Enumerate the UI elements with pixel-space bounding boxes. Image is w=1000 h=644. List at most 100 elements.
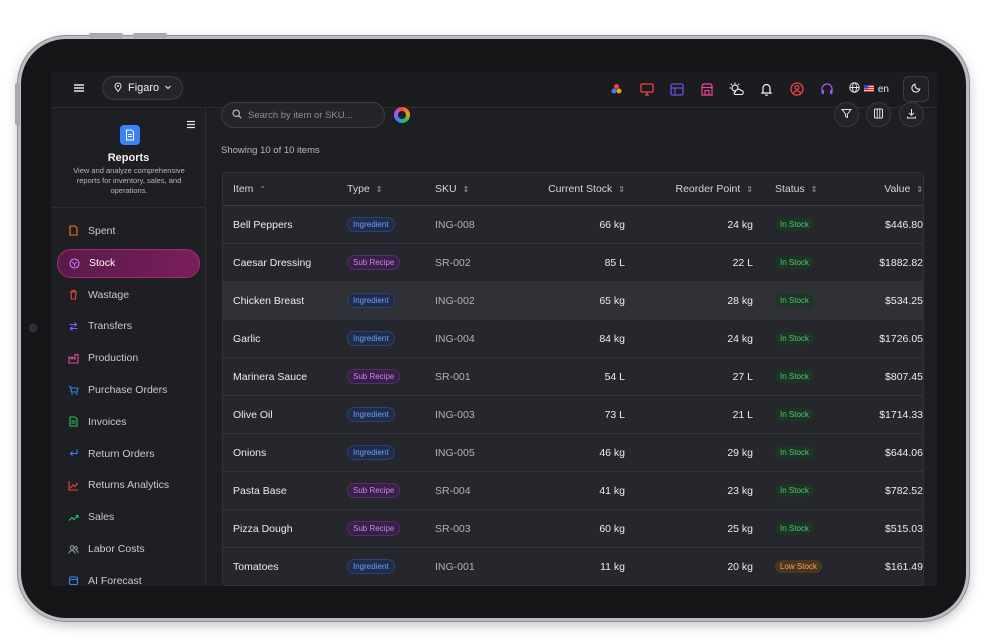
cell-value: $644.06 xyxy=(885,446,923,459)
download-button[interactable] xyxy=(899,102,924,127)
cell-reorder-point: 28 kg xyxy=(727,294,753,307)
store-icon[interactable] xyxy=(699,81,715,97)
sidebar-item-production[interactable]: Production xyxy=(51,342,206,374)
sidebar: Reports View and analyze comprehensive r… xyxy=(51,108,206,586)
location-selector[interactable]: Figaro xyxy=(102,76,184,100)
search-input[interactable]: Search by item or SKU... xyxy=(221,102,385,128)
reports-logo-icon xyxy=(120,125,140,145)
package-icon xyxy=(69,258,80,269)
loading-ring-icon xyxy=(394,107,410,123)
cell-value: $782.52 xyxy=(885,484,923,497)
file-icon xyxy=(68,225,79,236)
cell-status: In Stock xyxy=(753,408,833,421)
sidebar-item-stock[interactable]: Stock xyxy=(57,248,200,278)
cell-reorder-point: 27 L xyxy=(732,370,753,383)
sidebar-item-transfers[interactable]: Transfers xyxy=(51,311,206,343)
user-icon[interactable] xyxy=(789,81,805,97)
sidebar-item-ai-forecast[interactable]: AI Forecast xyxy=(51,565,206,586)
collapse-sidebar-icon[interactable] xyxy=(186,116,196,134)
cell-sku: ING-008 xyxy=(435,218,475,231)
sidebar-item-label: AI Forecast xyxy=(88,574,142,586)
column-header-sku[interactable]: SKU ⇕ xyxy=(427,183,519,195)
sidebar-item-sales[interactable]: Sales xyxy=(51,501,206,533)
column-header-type[interactable]: Type ⇕ xyxy=(339,183,427,195)
results-count: Showing 10 of 10 items xyxy=(221,145,320,156)
cell-status: In Stock xyxy=(753,256,833,269)
table-row[interactable]: Chicken Breast Ingredient ING-002 65 kg 28 k… xyxy=(223,282,923,320)
table-row[interactable]: Pizza Dough Sub Recipe SR-003 60 kg 25 kg In … xyxy=(223,510,923,548)
cell-current-stock: 73 L xyxy=(604,408,625,421)
type-badge: Sub Recipe xyxy=(347,255,401,270)
cell-type: Ingredient xyxy=(339,559,427,574)
cell-item: Olive Oil xyxy=(233,408,273,421)
forecast-icon xyxy=(68,575,79,586)
sidebar-item-return-orders[interactable]: Return Orders xyxy=(51,438,206,470)
column-header-value[interactable]: Value ⇕ xyxy=(833,183,923,195)
trend-icon xyxy=(68,512,79,523)
dashboard-icon[interactable] xyxy=(669,81,685,97)
cell-sku: SR-004 xyxy=(435,484,471,497)
cell-sku: ING-003 xyxy=(435,408,475,421)
cell-type: Sub Recipe xyxy=(339,483,427,498)
column-label: Status xyxy=(775,183,805,195)
table-row[interactable]: Bell Peppers Ingredient ING-008 66 kg 24 kg I… xyxy=(223,206,923,244)
columns-button[interactable] xyxy=(866,102,891,127)
us-flag-icon xyxy=(863,84,874,95)
cell-status: In Stock xyxy=(753,370,833,383)
sort-icon: ⇕ xyxy=(375,184,383,194)
language-selector[interactable]: en xyxy=(849,82,889,96)
cell-reorder-point: 23 kg xyxy=(727,484,753,497)
column-header-reorder-point[interactable]: Reorder Point ⇕ xyxy=(625,183,754,195)
table-row[interactable]: Olive Oil Ingredient ING-003 73 L 21 L In Sto… xyxy=(223,396,923,434)
column-label: Value xyxy=(884,183,911,195)
cell-type: Ingredient xyxy=(339,293,427,308)
filter-button[interactable] xyxy=(834,102,859,127)
cell-item: Chicken Breast xyxy=(233,294,305,307)
sidebar-item-spent[interactable]: Spent xyxy=(51,215,206,247)
sidebar-item-labor-costs[interactable]: Labor Costs xyxy=(51,533,206,565)
sidebar-item-wastage[interactable]: Wastage xyxy=(51,279,206,311)
table-row[interactable]: Tomatoes Ingredient ING-001 11 kg 20 kg Low S… xyxy=(223,548,923,585)
cell-item: Garlic xyxy=(233,332,261,345)
cell-type: Ingredient xyxy=(339,217,427,232)
weather-icon[interactable] xyxy=(729,81,745,97)
moon-icon xyxy=(910,80,922,98)
type-badge: Sub Recipe xyxy=(347,521,401,536)
monitor-icon[interactable] xyxy=(639,81,655,97)
table-row[interactable]: Caesar Dressing Sub Recipe SR-002 85 L 22 L I… xyxy=(223,244,923,282)
table-row[interactable]: Pasta Base Sub Recipe SR-004 41 kg 23 kg In S… xyxy=(223,472,923,510)
column-header-status[interactable]: Status ⇕ xyxy=(753,183,833,195)
cell-current-stock: 84 kg xyxy=(599,332,625,345)
cell-sku: ING-001 xyxy=(435,560,475,573)
sidebar-item-label: Purchase Orders xyxy=(88,384,168,397)
language-label: en xyxy=(877,83,889,95)
cell-current-stock: 46 kg xyxy=(599,446,625,459)
sidebar-header: Reports View and analyze comprehensive r… xyxy=(51,108,206,208)
sidebar-title: Reports xyxy=(107,152,150,164)
table-row[interactable]: Onions Ingredient ING-005 46 kg 29 kg In Stoc… xyxy=(223,434,923,472)
theme-toggle[interactable] xyxy=(903,76,929,102)
sidebar-item-purchase-orders[interactable]: Purchase Orders xyxy=(51,374,206,406)
chart-icon xyxy=(68,480,79,491)
bell-icon[interactable] xyxy=(759,81,775,97)
sidebar-item-label: Return Orders xyxy=(88,447,155,460)
sidebar-item-label: Sales xyxy=(88,511,115,524)
status-badge: In Stock xyxy=(775,218,814,231)
column-header-current-stock[interactable]: Current Stock ⇕ xyxy=(519,183,625,195)
sidebar-item-invoices[interactable]: Invoices xyxy=(51,406,206,438)
cell-current-stock: 54 L xyxy=(604,370,625,383)
apps-icon[interactable] xyxy=(609,81,625,97)
cell-value: $534.25 xyxy=(885,294,923,307)
cell-current-stock: 41 kg xyxy=(599,484,625,497)
columns-icon xyxy=(873,106,884,124)
sidebar-nav: Spent Stock Wastage Transfers Production Purc… xyxy=(51,215,206,586)
column-header-item[interactable]: Item ⌃ xyxy=(223,183,339,195)
status-badge: In Stock xyxy=(775,522,814,535)
menu-icon[interactable] xyxy=(73,82,85,97)
table-row[interactable]: Marinera Sauce Sub Recipe SR-001 54 L 27 L In… xyxy=(223,358,923,396)
headset-icon[interactable] xyxy=(819,81,835,97)
sidebar-item-returns-analytics[interactable]: Returns Analytics xyxy=(51,470,206,502)
table-row[interactable]: Garlic Ingredient ING-004 84 kg 24 kg In Stoc… xyxy=(223,320,923,358)
cell-type: Ingredient xyxy=(339,445,427,460)
cell-reorder-point: 25 kg xyxy=(727,522,753,535)
